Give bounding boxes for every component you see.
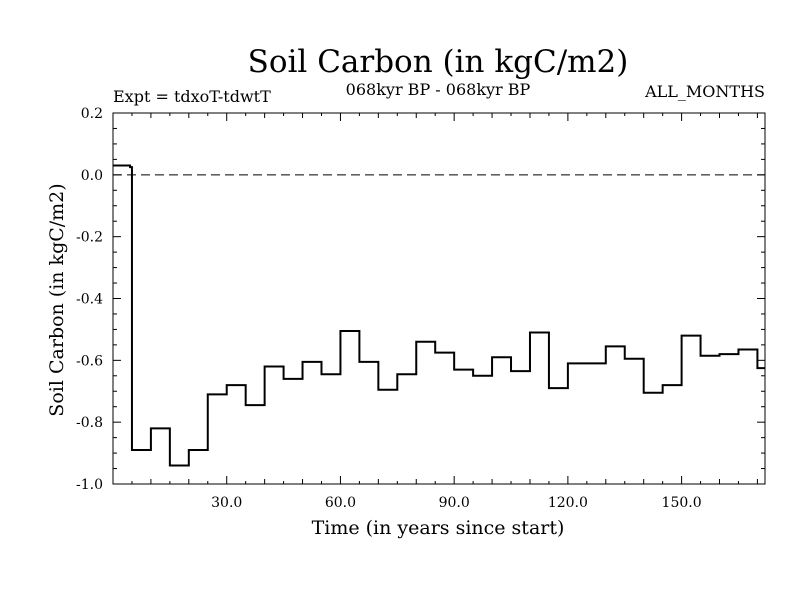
chart-title: Soil Carbon (in kgC/m2) [248,44,629,80]
experiment-label: Expt = tdxoT-tdwtT [113,87,271,106]
y-tick-label: -0.2 [76,230,103,246]
soil-carbon-series-line [113,164,765,467]
y-tick-label: 0.2 [81,106,103,122]
period-label: ALL_MONTHS [644,82,765,101]
x-tick-label: 90.0 [439,495,470,511]
x-tick-label: 120.0 [548,495,588,511]
y-axis-label: Soil Carbon (in kgC/m2) [46,183,68,416]
x-tick-label: 30.0 [211,495,242,511]
y-tick-label: -0.8 [76,415,103,431]
x-axis-label: Time (in years since start) [312,517,565,539]
plot-area: 0.2 0.0 -0.2 -0.4 -0.6 -0.8 -1.0 30.0 60.0 90.0 12… [76,106,766,511]
x-tick-label: 150.0 [662,495,702,511]
x-tick-label: 60.0 [325,495,356,511]
y-tick-label: 0.0 [81,168,103,184]
chart-subtitle: 068kyr BP - 068kyr BP [346,80,531,99]
y-tick-label: -0.6 [76,353,103,369]
y-tick-label: -1.0 [76,477,103,493]
y-tick-label: -0.4 [76,292,103,308]
